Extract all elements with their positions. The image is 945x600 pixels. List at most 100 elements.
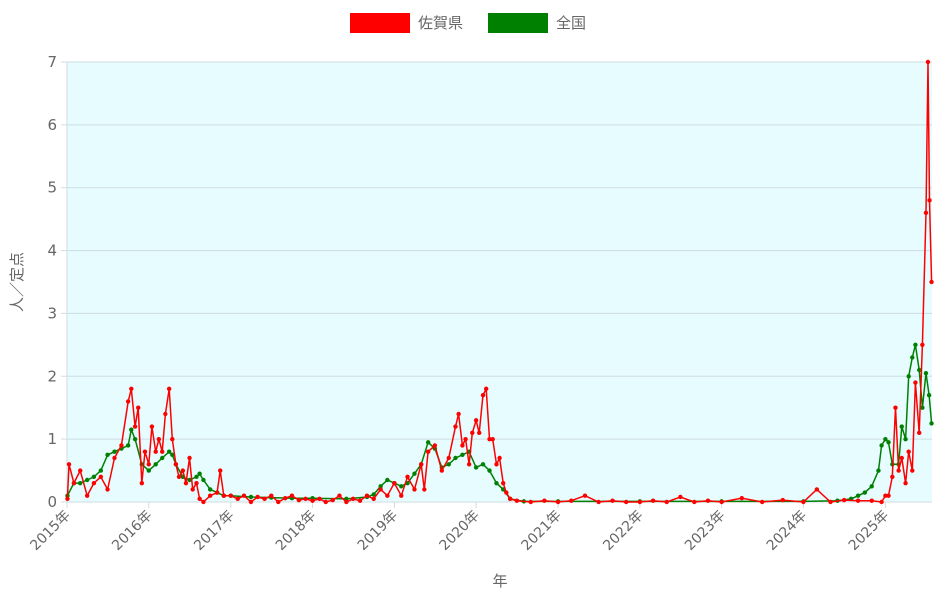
data-point[interactable] bbox=[906, 374, 911, 379]
data-point[interactable] bbox=[920, 342, 925, 348]
data-point[interactable] bbox=[855, 493, 861, 498]
data-point[interactable] bbox=[514, 498, 520, 503]
data-point[interactable] bbox=[218, 468, 223, 473]
data-point[interactable] bbox=[801, 499, 806, 505]
data-point[interactable] bbox=[893, 405, 898, 410]
data-point[interactable] bbox=[490, 436, 495, 442]
data-point[interactable] bbox=[910, 355, 915, 360]
data-point[interactable] bbox=[385, 493, 390, 498]
data-point[interactable] bbox=[460, 452, 465, 458]
data-point[interactable] bbox=[869, 498, 874, 503]
data-point[interactable] bbox=[160, 449, 165, 454]
data-point[interactable] bbox=[317, 496, 322, 502]
data-point[interactable] bbox=[289, 493, 295, 498]
data-point[interactable] bbox=[84, 477, 90, 483]
data-point[interactable] bbox=[926, 392, 932, 398]
data-point[interactable] bbox=[187, 455, 192, 461]
data-point[interactable] bbox=[664, 499, 669, 505]
data-point[interactable] bbox=[357, 498, 363, 503]
data-point[interactable] bbox=[456, 411, 461, 417]
data-point[interactable] bbox=[466, 462, 472, 467]
data-point[interactable] bbox=[869, 484, 874, 489]
data-point[interactable] bbox=[142, 449, 148, 454]
data-point[interactable] bbox=[330, 497, 335, 503]
data-point[interactable] bbox=[899, 424, 904, 429]
data-point[interactable] bbox=[170, 436, 175, 442]
data-point[interactable] bbox=[841, 497, 847, 503]
data-point[interactable] bbox=[399, 493, 404, 498]
data-point[interactable] bbox=[183, 480, 189, 486]
data-point[interactable] bbox=[528, 499, 533, 505]
data-point[interactable] bbox=[125, 399, 131, 404]
data-point[interactable] bbox=[623, 499, 629, 505]
data-point[interactable] bbox=[344, 499, 349, 505]
data-point[interactable] bbox=[463, 436, 468, 442]
data-point[interactable] bbox=[146, 468, 151, 473]
data-point[interactable] bbox=[913, 342, 918, 348]
data-point[interactable] bbox=[719, 499, 724, 505]
data-point[interactable] bbox=[160, 455, 165, 461]
data-point[interactable] bbox=[422, 487, 427, 492]
data-point[interactable] bbox=[483, 386, 489, 392]
data-point[interactable] bbox=[105, 452, 110, 458]
data-point[interactable] bbox=[91, 480, 97, 486]
data-point[interactable] bbox=[929, 279, 934, 285]
data-point[interactable] bbox=[582, 493, 588, 498]
data-point[interactable] bbox=[494, 480, 499, 486]
data-point[interactable] bbox=[207, 487, 213, 492]
data-point[interactable] bbox=[906, 449, 911, 454]
data-point[interactable] bbox=[91, 474, 97, 480]
data-point[interactable] bbox=[385, 477, 390, 483]
data-point[interactable] bbox=[166, 386, 172, 392]
data-point[interactable] bbox=[170, 452, 175, 458]
data-point[interactable] bbox=[112, 455, 117, 461]
data-point[interactable] bbox=[542, 498, 547, 503]
data-point[interactable] bbox=[917, 367, 922, 373]
data-point[interactable] bbox=[637, 499, 643, 505]
data-point[interactable] bbox=[883, 493, 888, 498]
data-point[interactable] bbox=[163, 411, 168, 417]
data-point[interactable] bbox=[149, 424, 155, 429]
data-point[interactable] bbox=[262, 496, 267, 502]
data-point[interactable] bbox=[146, 462, 151, 467]
data-point[interactable] bbox=[412, 487, 417, 492]
data-point[interactable] bbox=[477, 430, 482, 436]
data-point[interactable] bbox=[446, 455, 451, 461]
data-point[interactable] bbox=[344, 496, 349, 502]
data-point[interactable] bbox=[814, 487, 820, 492]
data-point[interactable] bbox=[214, 490, 220, 495]
data-point[interactable] bbox=[98, 468, 104, 473]
data-point[interactable] bbox=[910, 468, 915, 473]
data-point[interactable] bbox=[876, 468, 881, 473]
data-point[interactable] bbox=[927, 198, 932, 203]
data-point[interactable] bbox=[350, 496, 356, 502]
data-point[interactable] bbox=[460, 443, 465, 448]
data-point[interactable] bbox=[173, 462, 179, 467]
data-point[interactable] bbox=[276, 499, 281, 505]
data-point[interactable] bbox=[596, 499, 601, 505]
data-point[interactable] bbox=[235, 496, 240, 502]
data-point[interactable] bbox=[194, 474, 199, 480]
data-point[interactable] bbox=[500, 480, 506, 486]
data-point[interactable] bbox=[119, 443, 124, 448]
data-point[interactable] bbox=[153, 462, 158, 467]
data-point[interactable] bbox=[78, 468, 83, 473]
data-point[interactable] bbox=[504, 490, 509, 495]
data-point[interactable] bbox=[555, 499, 561, 505]
data-point[interactable] bbox=[487, 468, 492, 473]
data-point[interactable] bbox=[862, 490, 867, 495]
data-point[interactable] bbox=[71, 480, 77, 486]
data-point[interactable] bbox=[507, 496, 513, 502]
data-point[interactable] bbox=[473, 418, 479, 423]
data-point[interactable] bbox=[378, 484, 383, 489]
data-point[interactable] bbox=[248, 499, 254, 505]
data-point[interactable] bbox=[929, 421, 934, 426]
data-point[interactable] bbox=[323, 499, 328, 505]
data-point[interactable] bbox=[296, 497, 302, 503]
data-point[interactable] bbox=[310, 498, 315, 503]
data-point[interactable] bbox=[132, 424, 138, 429]
data-point[interactable] bbox=[129, 386, 134, 392]
data-point[interactable] bbox=[392, 480, 397, 486]
data-point[interactable] bbox=[569, 498, 574, 503]
data-point[interactable] bbox=[418, 462, 424, 467]
